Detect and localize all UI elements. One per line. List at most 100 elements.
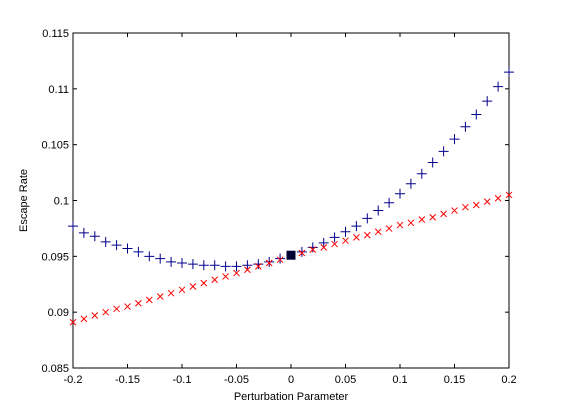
data-point-plus: [318, 237, 329, 248]
data-point-plus: [100, 236, 111, 247]
data-point-x: [233, 269, 240, 277]
data-point-x: [353, 233, 360, 241]
x-axis-ticks: -0.2 -0.15 -0.1 -0.05 0 0.05 0.1 0.15 0.2: [64, 33, 517, 386]
x-axis-label: Perturbation Parameter: [234, 391, 349, 403]
data-point-plus: [373, 205, 384, 216]
x-tick-label: 0: [288, 374, 294, 386]
data-point-x: [167, 289, 175, 297]
x-tick-label: -0.2: [64, 374, 83, 386]
data-point-plus: [144, 251, 155, 262]
data-point-plus: [471, 109, 482, 120]
data-point-plus: [78, 227, 89, 238]
data-point-plus: [351, 221, 362, 232]
series-square: [286, 250, 296, 260]
data-point-plus: [427, 157, 438, 168]
data-point-x: [331, 240, 338, 248]
x-tick-label: -0.05: [224, 374, 249, 386]
y-tick-label: 0.1: [54, 196, 69, 208]
data-point-square: [286, 250, 296, 260]
data-point-x: [440, 210, 447, 218]
data-point-x: [429, 213, 437, 221]
y-tick-label: 0.115: [42, 28, 69, 40]
data-point-plus: [89, 231, 100, 242]
data-point-x: [462, 203, 469, 211]
data-point-x: [407, 219, 415, 227]
series-plus: [68, 67, 514, 272]
data-point-x: [385, 225, 393, 232]
data-point-x: [451, 207, 458, 214]
x-tick-label: -0.15: [115, 374, 140, 386]
data-point-x: [309, 246, 317, 253]
data-point-x: [396, 221, 404, 229]
data-point-x: [363, 231, 371, 239]
data-point-plus: [384, 197, 395, 208]
data-point-x: [276, 256, 284, 264]
data-point-plus: [111, 240, 122, 251]
data-point-plus: [166, 256, 177, 267]
data-point-plus: [220, 261, 231, 272]
data-point-x: [342, 237, 349, 245]
data-point-x: [483, 198, 491, 205]
data-point-plus: [493, 81, 504, 92]
y-axis-ticks: 0.085 0.09 0.095 0.1 0.105 0.11 0.115: [41, 28, 509, 375]
data-point-plus: [133, 246, 144, 257]
data-point-plus: [177, 258, 187, 269]
data-point-plus: [209, 260, 220, 271]
data-point-x: [418, 216, 426, 223]
x-tick-label: 0.15: [444, 374, 465, 386]
data-point-plus: [198, 260, 209, 271]
data-point-plus: [296, 246, 307, 257]
data-point-x: [494, 194, 502, 202]
y-tick-label: 0.095: [41, 251, 69, 263]
data-point-plus: [504, 67, 514, 78]
y-tick-label: 0.09: [48, 307, 69, 319]
data-point-plus: [460, 121, 471, 132]
y-axis-label: Escape Rate: [18, 169, 30, 232]
data-point-x: [222, 273, 229, 280]
data-point-x: [189, 283, 197, 290]
data-point-plus: [307, 242, 318, 253]
data-point-plus: [155, 253, 166, 264]
data-point-plus: [275, 253, 286, 264]
data-point-plus: [362, 213, 373, 224]
data-point-plus: [340, 226, 351, 237]
y-tick-label: 0.085: [41, 363, 69, 375]
x-tick-label: -0.1: [173, 374, 192, 386]
y-tick-label: 0.11: [48, 84, 69, 96]
data-point-plus: [438, 146, 449, 157]
data-point-x: [211, 276, 219, 284]
data-point-plus: [416, 168, 427, 179]
data-point-plus: [187, 259, 198, 270]
data-point-x: [69, 318, 77, 326]
data-point-x: [113, 305, 120, 313]
data-point-x: [124, 303, 131, 310]
data-point-plus: [231, 261, 242, 272]
data-point-x: [472, 201, 480, 209]
x-tick-label: 0.1: [392, 374, 407, 386]
plot-area: [72, 32, 510, 369]
data-point-plus: [482, 96, 493, 107]
data-point-x: [265, 259, 273, 267]
data-point-x: [102, 308, 110, 316]
x-tick-label: 0.05: [335, 374, 356, 386]
data-point-x: [178, 286, 186, 294]
data-point-x: [200, 279, 208, 287]
data-point-x: [254, 263, 262, 270]
data-point-x: [298, 249, 306, 257]
data-series: [68, 67, 514, 326]
data-point-plus: [395, 188, 405, 199]
data-point-x: [156, 293, 164, 300]
data-point-x: [145, 296, 153, 304]
data-point-plus: [405, 178, 416, 189]
data-point-plus: [253, 259, 264, 270]
data-point-plus: [242, 260, 253, 271]
data-point-x: [244, 266, 251, 274]
data-point-x: [374, 228, 382, 236]
data-point-x: [80, 315, 88, 323]
data-point-plus: [329, 232, 340, 243]
data-point-plus: [264, 256, 275, 267]
data-point-x: [505, 191, 513, 199]
data-point-x: [320, 244, 328, 251]
data-point-x: [135, 299, 142, 307]
x-tick-label: 0.2: [501, 374, 516, 386]
